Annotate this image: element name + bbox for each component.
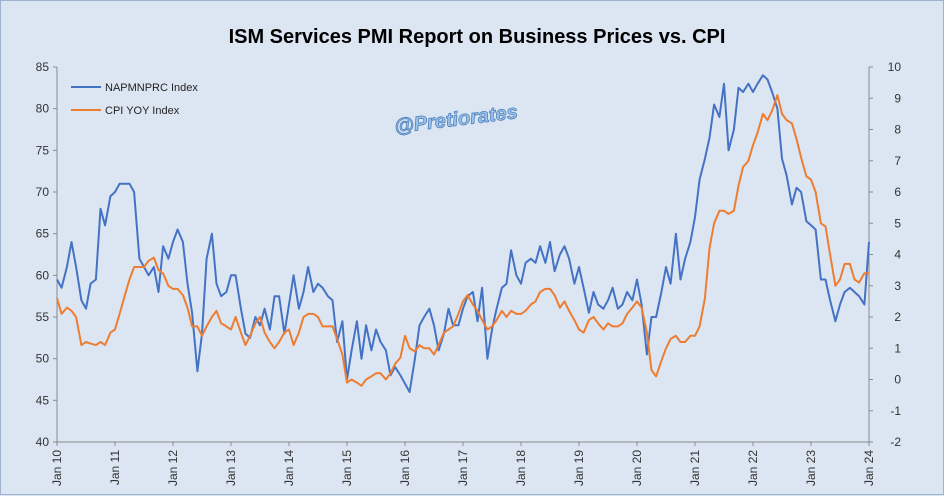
x-tick-label: Jan 18: [514, 450, 528, 486]
series-line-napmnprc: [56, 74, 870, 393]
y-right-tick-label: 9: [894, 91, 901, 105]
x-tick-label: Jan 24: [862, 450, 876, 486]
y-left-tick-label: 80: [36, 102, 50, 116]
y-right-tick-label: 6: [894, 185, 901, 199]
y-left-tick-label: 65: [36, 227, 50, 241]
y-right-tick-label: 1: [894, 341, 901, 355]
y-right-tick-label: 8: [894, 123, 901, 137]
y-right-tick-label: -2: [890, 435, 901, 449]
x-tick-label: Jan 13: [224, 450, 238, 486]
y-right-tick-label: 7: [894, 154, 901, 168]
y-left-tick-label: 40: [36, 435, 50, 449]
x-tick-label: Jan 12: [166, 450, 180, 486]
y-left-tick-label: 55: [36, 310, 50, 324]
x-tick-label: Jan 23: [804, 450, 818, 486]
x-tick-label: Jan 20: [630, 450, 644, 486]
y-right-tick-label: 4: [894, 248, 901, 262]
chart-title: ISM Services PMI Report on Business Pric…: [229, 26, 726, 48]
legend: NAPMNPRC Index CPI YOY Index: [71, 82, 198, 117]
y-left-tick-label: 45: [36, 393, 50, 407]
y-left-tick-label: 75: [36, 143, 50, 157]
y-right-tick-label: 10: [888, 60, 902, 74]
y-right-tick-label: -1: [890, 404, 901, 418]
x-tick-label: Jan 11: [108, 450, 122, 485]
y-right-tick-label: 5: [894, 216, 901, 230]
series-lines: [56, 74, 870, 393]
y-left-tick-label: 50: [36, 352, 50, 366]
x-tick-label: Jan 17: [456, 450, 470, 486]
series-line-cpi: [56, 94, 869, 387]
legend-label-cpi: CPI YOY Index: [105, 105, 180, 117]
y-right-tick-label: 3: [894, 279, 901, 293]
x-tick-label: Jan 19: [572, 450, 586, 486]
y-left-tick-label: 85: [36, 60, 50, 74]
x-tick-label: Jan 21: [688, 450, 702, 486]
y-right-tick-label: 0: [894, 373, 901, 387]
y-left-tick-label: 70: [36, 185, 50, 199]
legend-label-napmnprc: NAPMNPRC Index: [105, 82, 198, 94]
y-right-tick-label: 2: [894, 310, 901, 324]
y-left-tick-label: 60: [36, 268, 50, 282]
x-tick-label: Jan 16: [398, 450, 412, 486]
x-tick-label: Jan 14: [282, 450, 296, 486]
x-tick-label: Jan 15: [340, 450, 354, 486]
x-tick-label: Jan 10: [50, 450, 64, 486]
x-tick-label: Jan 22: [746, 450, 760, 486]
axes: 40455055606570758085-2-1012345678910Jan …: [36, 60, 902, 486]
